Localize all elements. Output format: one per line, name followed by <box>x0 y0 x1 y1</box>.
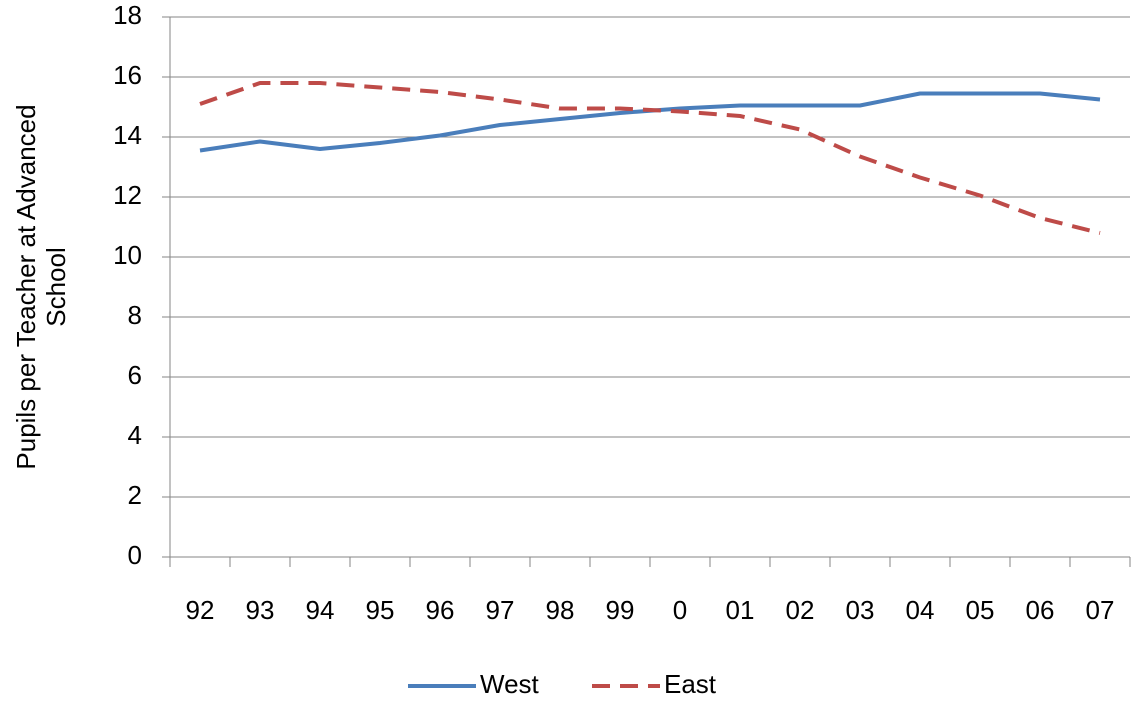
y-tick-label: 4 <box>128 420 142 450</box>
y-tick-label: 8 <box>128 300 142 330</box>
y-axis-label-line: School <box>41 247 71 327</box>
y-tick-label: 18 <box>113 0 142 30</box>
x-tick-label: 98 <box>546 595 575 625</box>
x-tick-label: 05 <box>966 595 995 625</box>
y-tick-label: 12 <box>113 180 142 210</box>
x-tick-label: 93 <box>246 595 275 625</box>
x-tick-label: 92 <box>186 595 215 625</box>
x-tick-label: 97 <box>486 595 515 625</box>
y-axis-label-line: Pupils per Teacher at Advanced <box>11 104 41 469</box>
x-tick-label: 96 <box>426 595 455 625</box>
y-tick-label: 2 <box>128 480 142 510</box>
y-tick-label: 6 <box>128 360 142 390</box>
y-tick-label: 10 <box>113 240 142 270</box>
legend-label: East <box>664 669 717 699</box>
x-tick-label: 01 <box>726 595 755 625</box>
x-tick-label: 02 <box>786 595 815 625</box>
x-tick-label: 03 <box>846 595 875 625</box>
series-line <box>199 81 1101 235</box>
x-tick-label: 94 <box>306 595 335 625</box>
x-tick-label: 07 <box>1086 595 1115 625</box>
x-tick-label: 04 <box>906 595 935 625</box>
legend-label: West <box>480 669 540 699</box>
y-tick-label: 0 <box>128 540 142 570</box>
y-tick-label: 16 <box>113 60 142 90</box>
y-tick-label: 14 <box>113 120 142 150</box>
x-tick-label: 0 <box>673 595 687 625</box>
x-tick-label: 99 <box>606 595 635 625</box>
y-axis-label: Pupils per Teacher at AdvancedSchool <box>11 104 71 469</box>
x-tick-label: 95 <box>366 595 395 625</box>
series-line <box>199 91 1101 153</box>
x-tick-label: 06 <box>1026 595 1055 625</box>
